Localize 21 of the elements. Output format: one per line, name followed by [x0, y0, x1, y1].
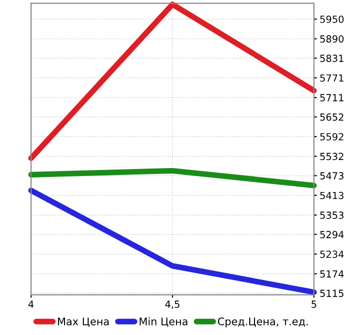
y-tick-label: 5890 [320, 35, 344, 43]
y-tick-label: 5473 [320, 172, 344, 180]
y-tick-label: 5711 [320, 94, 344, 102]
legend-label: Max Цена [58, 318, 109, 327]
y-tick-label: 5413 [320, 192, 344, 200]
y-tick-label: 5771 [320, 74, 344, 82]
y-tick-label: 5234 [320, 250, 344, 258]
y-tick-label: 5652 [320, 113, 344, 121]
y-tick-label: 5174 [320, 270, 344, 278]
y-tick-label: 5115 [320, 290, 344, 297]
x-tick-label: 5 [312, 300, 316, 308]
y-tick-label: 5532 [320, 152, 344, 160]
x-tick-label: 4,5 [165, 300, 180, 309]
y-tick-label: 5831 [320, 54, 344, 62]
y-tick-label: 5353 [320, 212, 344, 219]
legend-label: Min Цена [140, 317, 188, 327]
x-tick-label: 4 [28, 300, 34, 308]
y-tick-label: 5950 [320, 16, 344, 23]
legend-label: Сред.Цена, т.ед. [218, 317, 308, 328]
y-tick-label: 5294 [320, 230, 344, 238]
y-tick-label: 5592 [320, 133, 344, 140]
